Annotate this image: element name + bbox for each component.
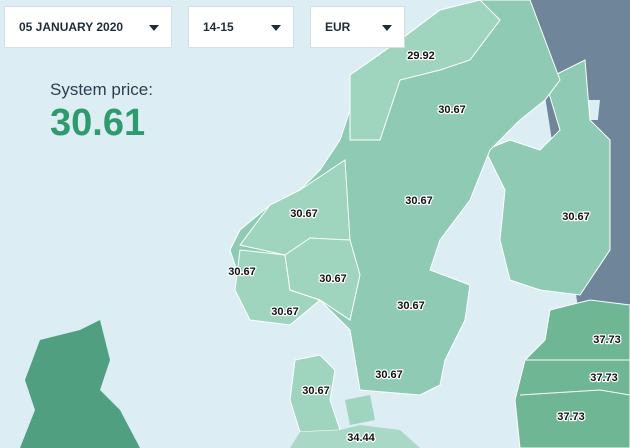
currency-select[interactable]: EUR [310, 6, 405, 48]
area-price: 30.67 [290, 208, 318, 220]
system-price-value: 30.61 [50, 102, 146, 144]
area-price: 30.67 [319, 273, 347, 285]
hour-select[interactable]: 14-15 [188, 6, 294, 48]
land-norway-north [349, 0, 501, 141]
land-baltics [514, 299, 630, 448]
baltic-borders [519, 359, 630, 396]
area-price: 34.44 [347, 432, 375, 444]
area-price: 30.67 [405, 195, 433, 207]
area-price: 37.73 [593, 334, 621, 346]
area-price: 30.67 [397, 300, 425, 312]
land-denmark-isle [345, 395, 375, 425]
land-germany [290, 425, 420, 448]
land-norway-east [284, 237, 361, 321]
land-uk-isle [30, 400, 50, 440]
area-price: 29.92 [407, 50, 435, 62]
date-select[interactable]: 05 JANUARY 2020 [4, 6, 172, 48]
area-price: 30.67 [438, 104, 466, 116]
land-uk [20, 320, 140, 448]
area-price: 37.73 [557, 411, 585, 423]
area-price: 30.67 [228, 266, 256, 278]
area-price: 37.73 [590, 372, 618, 384]
system-price-label: System price: [50, 80, 153, 99]
area-price: 30.67 [562, 211, 590, 223]
area-price: 30.67 [302, 385, 330, 397]
area-price: 30.67 [271, 306, 299, 318]
area-price: 30.67 [375, 369, 403, 381]
land-finland [484, 59, 611, 296]
land-denmark [289, 354, 341, 433]
